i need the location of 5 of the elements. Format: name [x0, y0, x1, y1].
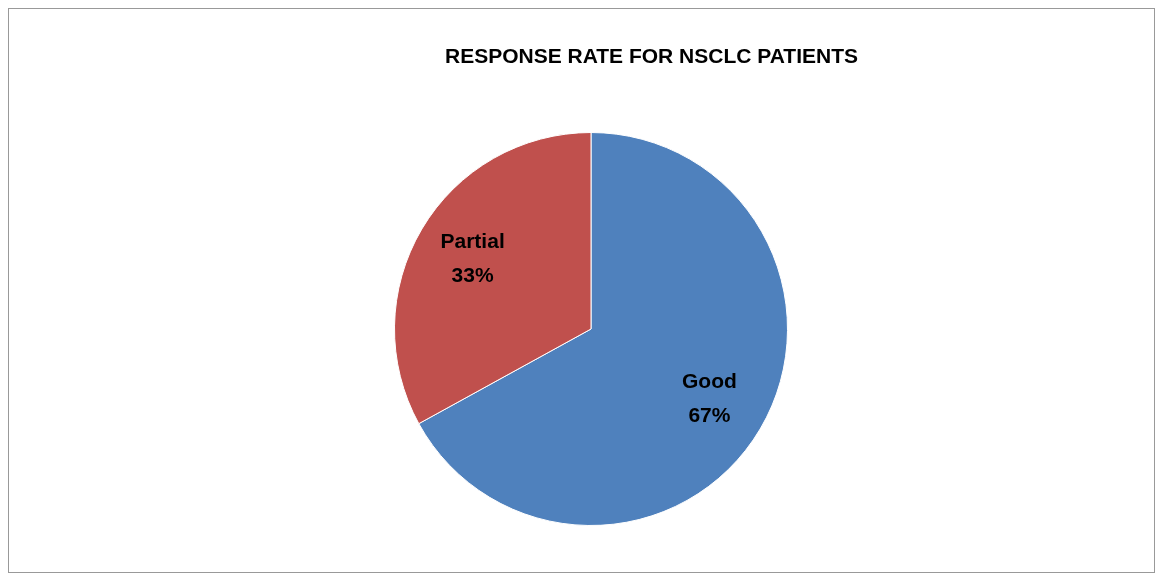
slice-label: Partial: [440, 228, 505, 252]
data-label: 33%: [451, 262, 494, 286]
chart-title: RESPONSE RATE FOR NSCLC PATIENTS: [444, 43, 859, 67]
data-label: 67%: [688, 402, 731, 426]
slice-label: Good: [681, 368, 737, 392]
